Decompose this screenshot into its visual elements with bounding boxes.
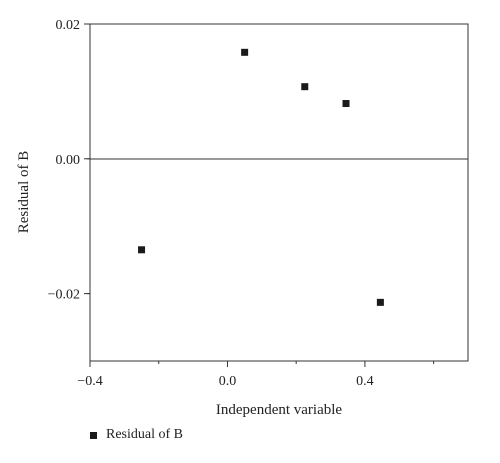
x-tick-label: 0.4 [356, 374, 374, 389]
y-tick-label: 0.00 [56, 153, 81, 168]
x-tick-label: −0.4 [77, 374, 102, 389]
x-tick-label: 0.0 [219, 374, 237, 389]
x-axis-title: Independent variable [216, 402, 343, 418]
data-point [301, 83, 309, 91]
data-points [138, 48, 384, 306]
legend: Residual of B [90, 427, 183, 443]
data-point [138, 246, 146, 254]
legend-label: Residual of B [106, 427, 183, 442]
data-point [342, 100, 350, 108]
data-point [376, 298, 384, 306]
y-tick-label: −0.02 [48, 288, 80, 303]
y-axis-ticks: −0.02 0.00 0.02 [48, 18, 90, 303]
plot-area-frame [89, 23, 469, 362]
data-point [241, 48, 249, 56]
y-tick-label: 0.02 [56, 18, 81, 33]
x-axis-ticks: −0.4 0.0 0.4 [77, 361, 435, 389]
legend-square-icon [90, 431, 97, 439]
y-axis-title: Residual of B [16, 151, 32, 234]
